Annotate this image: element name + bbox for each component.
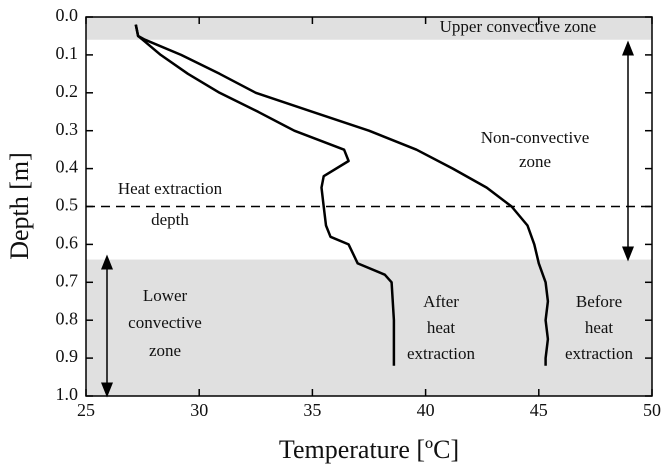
annotation: extraction: [407, 344, 475, 363]
x-tick-label: 35: [303, 400, 321, 420]
y-tick-label: 0.4: [56, 157, 79, 177]
annotation: depth: [151, 210, 189, 229]
shaded-zone: [86, 17, 652, 40]
x-tick-label: 40: [417, 400, 435, 420]
annotation: After: [423, 292, 459, 311]
x-axis-label: Temperature [ºC]: [279, 435, 459, 464]
annotation: zone: [519, 152, 551, 171]
y-tick-label: 0.9: [56, 346, 79, 366]
annotation: heat: [427, 318, 456, 337]
data-line: [134, 24, 396, 366]
x-tick-label: 50: [643, 400, 661, 420]
annotation: zone: [149, 341, 181, 360]
annotation: convective: [128, 313, 202, 332]
y-tick-label: 0.5: [56, 195, 79, 215]
y-tick-label: 0.7: [56, 270, 79, 290]
annotation: Heat extraction: [118, 179, 223, 198]
annotation: Before: [576, 292, 622, 311]
x-tick-label: 30: [190, 400, 208, 420]
y-tick-label: 0.3: [56, 119, 79, 139]
annotation: extraction: [565, 344, 633, 363]
plot-frame: [85, 16, 653, 397]
x-tick-label: 45: [530, 400, 548, 420]
shaded-zone: [86, 259, 652, 396]
y-tick-label: 0.2: [56, 81, 79, 101]
y-tick-label: 0.6: [56, 233, 79, 253]
annotation: heat: [585, 318, 614, 337]
y-tick-label: 0.1: [56, 43, 79, 63]
annotation: Upper convective zone: [440, 17, 597, 36]
y-tick-label: 0.8: [56, 308, 79, 328]
annotation: Lower: [143, 286, 188, 305]
y-axis-label: Depth [m]: [5, 152, 34, 260]
annotation: Non-convective: [481, 128, 590, 147]
data-line: [134, 24, 550, 366]
y-tick-label: 1.0: [56, 384, 79, 404]
y-tick-label: 0.0: [56, 5, 79, 25]
x-tick-label: 25: [77, 400, 95, 420]
